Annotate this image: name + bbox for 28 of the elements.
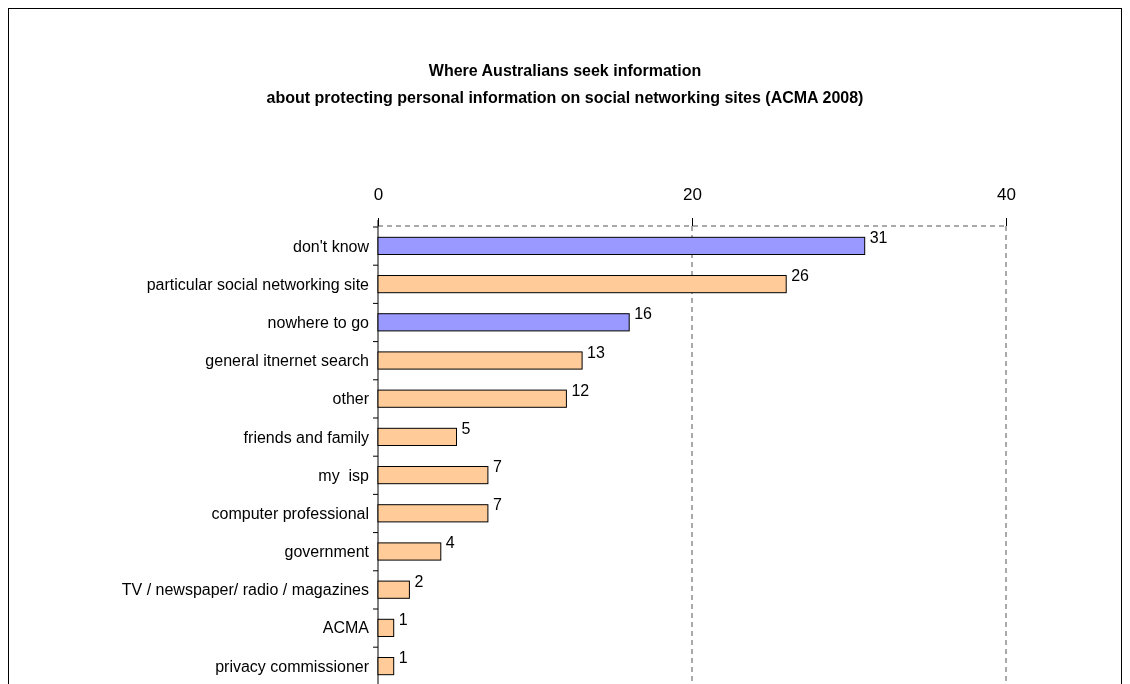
y-tick-label: TV / newspaper/ radio / magazines bbox=[121, 581, 369, 599]
y-tick-label: ACMA bbox=[322, 619, 370, 637]
y-tick-label: friends and family bbox=[243, 428, 369, 446]
data-label: 4 bbox=[445, 534, 455, 552]
x-tick-label: 40 bbox=[997, 185, 1016, 204]
data-label: 13 bbox=[587, 343, 605, 361]
y-tick-label: privacy commissioner bbox=[215, 657, 370, 675]
data-label: 31 bbox=[869, 228, 888, 246]
x-tick-label: 20 bbox=[683, 185, 702, 204]
y-tick-label: government bbox=[284, 543, 370, 561]
y-tick-label: particular social networking site bbox=[146, 275, 370, 293]
y-tick-label: other bbox=[332, 390, 370, 408]
chart-title: Where Australians seek information about protecting personal information on social networking sites (ACMA 2008) bbox=[266, 62, 864, 106]
data-label: 16 bbox=[634, 305, 653, 323]
y-tick-label: don't know bbox=[293, 237, 370, 255]
data-label: 26 bbox=[791, 267, 810, 285]
y-tick-label: my isp bbox=[318, 466, 370, 484]
y-tick-label: general itnernet search bbox=[205, 352, 369, 370]
data-label: 1 bbox=[398, 649, 408, 667]
data-label: 12 bbox=[571, 381, 590, 399]
data-label: 5 bbox=[461, 419, 471, 437]
data-label: 7 bbox=[492, 496, 502, 514]
data-label: 1 bbox=[398, 610, 408, 628]
y-tick-label: computer professional bbox=[211, 504, 369, 522]
y-tick-label: nowhere to go bbox=[267, 313, 370, 331]
x-tick-label: 0 bbox=[373, 185, 384, 204]
data-label: 2 bbox=[414, 572, 424, 590]
data-label: 7 bbox=[492, 458, 502, 476]
